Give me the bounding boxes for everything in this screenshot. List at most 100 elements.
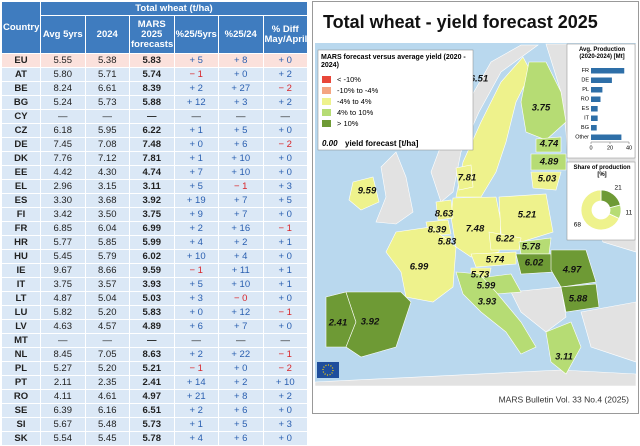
legend-swatch <box>322 98 331 105</box>
country-shape <box>455 164 474 191</box>
country-cell: LU <box>1 305 41 320</box>
legend-title: MARS forecast versus average yield (2020… <box>321 54 466 69</box>
column-header: % Diff May/April <box>262 15 308 54</box>
yield-label: 6.99 <box>410 262 429 273</box>
value-cell: + 0 <box>173 137 219 152</box>
country-shape <box>385 226 457 303</box>
bar <box>591 68 625 74</box>
value-cell: 5.79 <box>84 249 130 264</box>
table-row: SI 5.67 5.48 5.73 + 1 + 5 + 3 <box>1 417 308 432</box>
country-cell: DE <box>1 137 41 152</box>
value-cell: 9.67 <box>40 263 86 278</box>
table-row: NL 8.45 7.05 8.63 + 2 + 22− 1 <box>1 347 308 362</box>
country-shape <box>455 271 537 355</box>
value-cell: 5.38 <box>84 53 130 68</box>
value-cell: + 4 <box>173 431 219 446</box>
value-cell: + 4 <box>218 249 264 264</box>
donut-label: 68 <box>574 222 582 229</box>
value-cell: + 1 <box>173 417 219 432</box>
value-cell: 8.45 <box>40 347 86 362</box>
bar <box>591 77 612 83</box>
legend-swatch <box>322 109 331 116</box>
value-cell: 6.85 <box>40 221 86 236</box>
value-cell: + 0 <box>262 53 308 68</box>
legend-label: -4% to 4% <box>337 97 372 106</box>
value-cell: + 21 <box>173 389 219 404</box>
table-row: EE 4.42 4.30 4.74 + 7 + 10 + 0 <box>1 165 308 180</box>
value-cell: 8.24 <box>40 81 86 96</box>
value-cell: − 1 <box>173 361 219 376</box>
value-cell: + 16 <box>218 221 264 236</box>
value-cell: — <box>84 333 130 348</box>
value-cell: — <box>173 109 219 124</box>
country-shape <box>510 286 567 333</box>
value-cell: + 0 <box>218 361 264 376</box>
value-cell: 5.80 <box>40 67 86 82</box>
category-label: RO <box>581 97 590 103</box>
table-row: LU 5.82 5.20 5.83 + 0 + 12− 1 <box>1 305 308 320</box>
value-cell: + 22 <box>218 347 264 362</box>
value-cell: 4.42 <box>40 165 86 180</box>
x-tick-label: 0 <box>589 145 592 151</box>
value-cell: + 10 <box>218 165 264 180</box>
value-cell: 6.04 <box>84 221 130 236</box>
value-cell: + 6 <box>218 137 264 152</box>
value-cell: + 0 <box>173 305 219 320</box>
value-cell: + 2 <box>173 81 219 96</box>
table-row: AT 5.80 5.71 5.74− 1 + 0 + 2 <box>1 67 308 82</box>
value-cell: — <box>40 333 86 348</box>
column-header: Avg 5yrs <box>40 15 86 54</box>
value-cell: 5.82 <box>40 305 86 320</box>
legend-sample: 0.00 <box>322 139 338 148</box>
value-cell: 5.48 <box>84 417 130 432</box>
value-cell: − 1 <box>173 263 219 278</box>
value-cell: 5.67 <box>40 417 86 432</box>
table-row: BE 8.24 6.61 8.39 + 2 + 27− 2 <box>1 81 308 96</box>
value-cell: 4.74 <box>129 165 175 180</box>
value-cell: 6.39 <box>40 403 86 418</box>
value-cell: + 0 <box>262 207 308 222</box>
value-cell: 5.74 <box>129 67 175 82</box>
value-cell: 2.96 <box>40 179 86 194</box>
yield-label: 8.39 <box>428 225 447 236</box>
map-labels: 6.51 3.75 4.74 4.89 5.03 7.81 9.59 8.63 8.395.83… <box>328 74 588 363</box>
legend-swatch <box>322 87 331 94</box>
value-cell: + 7 <box>218 207 264 222</box>
country-cell: EL <box>1 179 41 194</box>
value-cell: — <box>129 333 175 348</box>
value-cell: − 0 <box>218 291 264 306</box>
legend-sample-note: yield forecast [t/ha] <box>345 139 419 148</box>
value-cell: + 5 <box>173 53 219 68</box>
value-cell: 4.63 <box>40 319 86 334</box>
value-cell: + 10 <box>262 375 308 390</box>
value-cell: − 2 <box>262 361 308 376</box>
value-cell: + 6 <box>173 319 219 334</box>
eu-logo <box>317 362 339 378</box>
yield-label: 9.59 <box>358 186 377 197</box>
table-row: PT 2.11 2.35 2.41 + 14 + 2 + 10 <box>1 375 308 390</box>
country-cell: NL <box>1 347 41 362</box>
value-cell: + 3 <box>173 291 219 306</box>
value-cell: — <box>218 109 264 124</box>
table-row: DE 7.45 7.08 7.48 + 0 + 6− 2 <box>1 137 308 152</box>
value-cell: 3.50 <box>84 207 130 222</box>
value-cell: + 3 <box>262 417 308 432</box>
value-cell: 5.20 <box>84 305 130 320</box>
yield-label: 4.74 <box>539 139 559 150</box>
legend-label: < -10% <box>337 75 361 84</box>
donut-slice <box>580 189 620 231</box>
country-cell: EU <box>1 53 41 68</box>
value-cell: 5.21 <box>129 361 175 376</box>
value-cell: 5.99 <box>129 235 175 250</box>
value-cell: 5.95 <box>84 123 130 138</box>
footer: MARS Bulletin Vol. 33 No.4 (2025) <box>499 394 630 404</box>
table-row: FI 3.42 3.50 3.75 + 9 + 7 + 0 <box>1 207 308 222</box>
value-cell: 5.20 <box>84 361 130 376</box>
legend-swatch <box>322 76 331 83</box>
bar <box>591 125 597 131</box>
value-cell: 4.87 <box>40 291 86 306</box>
value-cell: − 1 <box>262 221 308 236</box>
value-cell: 5.03 <box>129 291 175 306</box>
value-cell: + 2 <box>262 389 308 404</box>
category-label: FR <box>582 68 589 74</box>
